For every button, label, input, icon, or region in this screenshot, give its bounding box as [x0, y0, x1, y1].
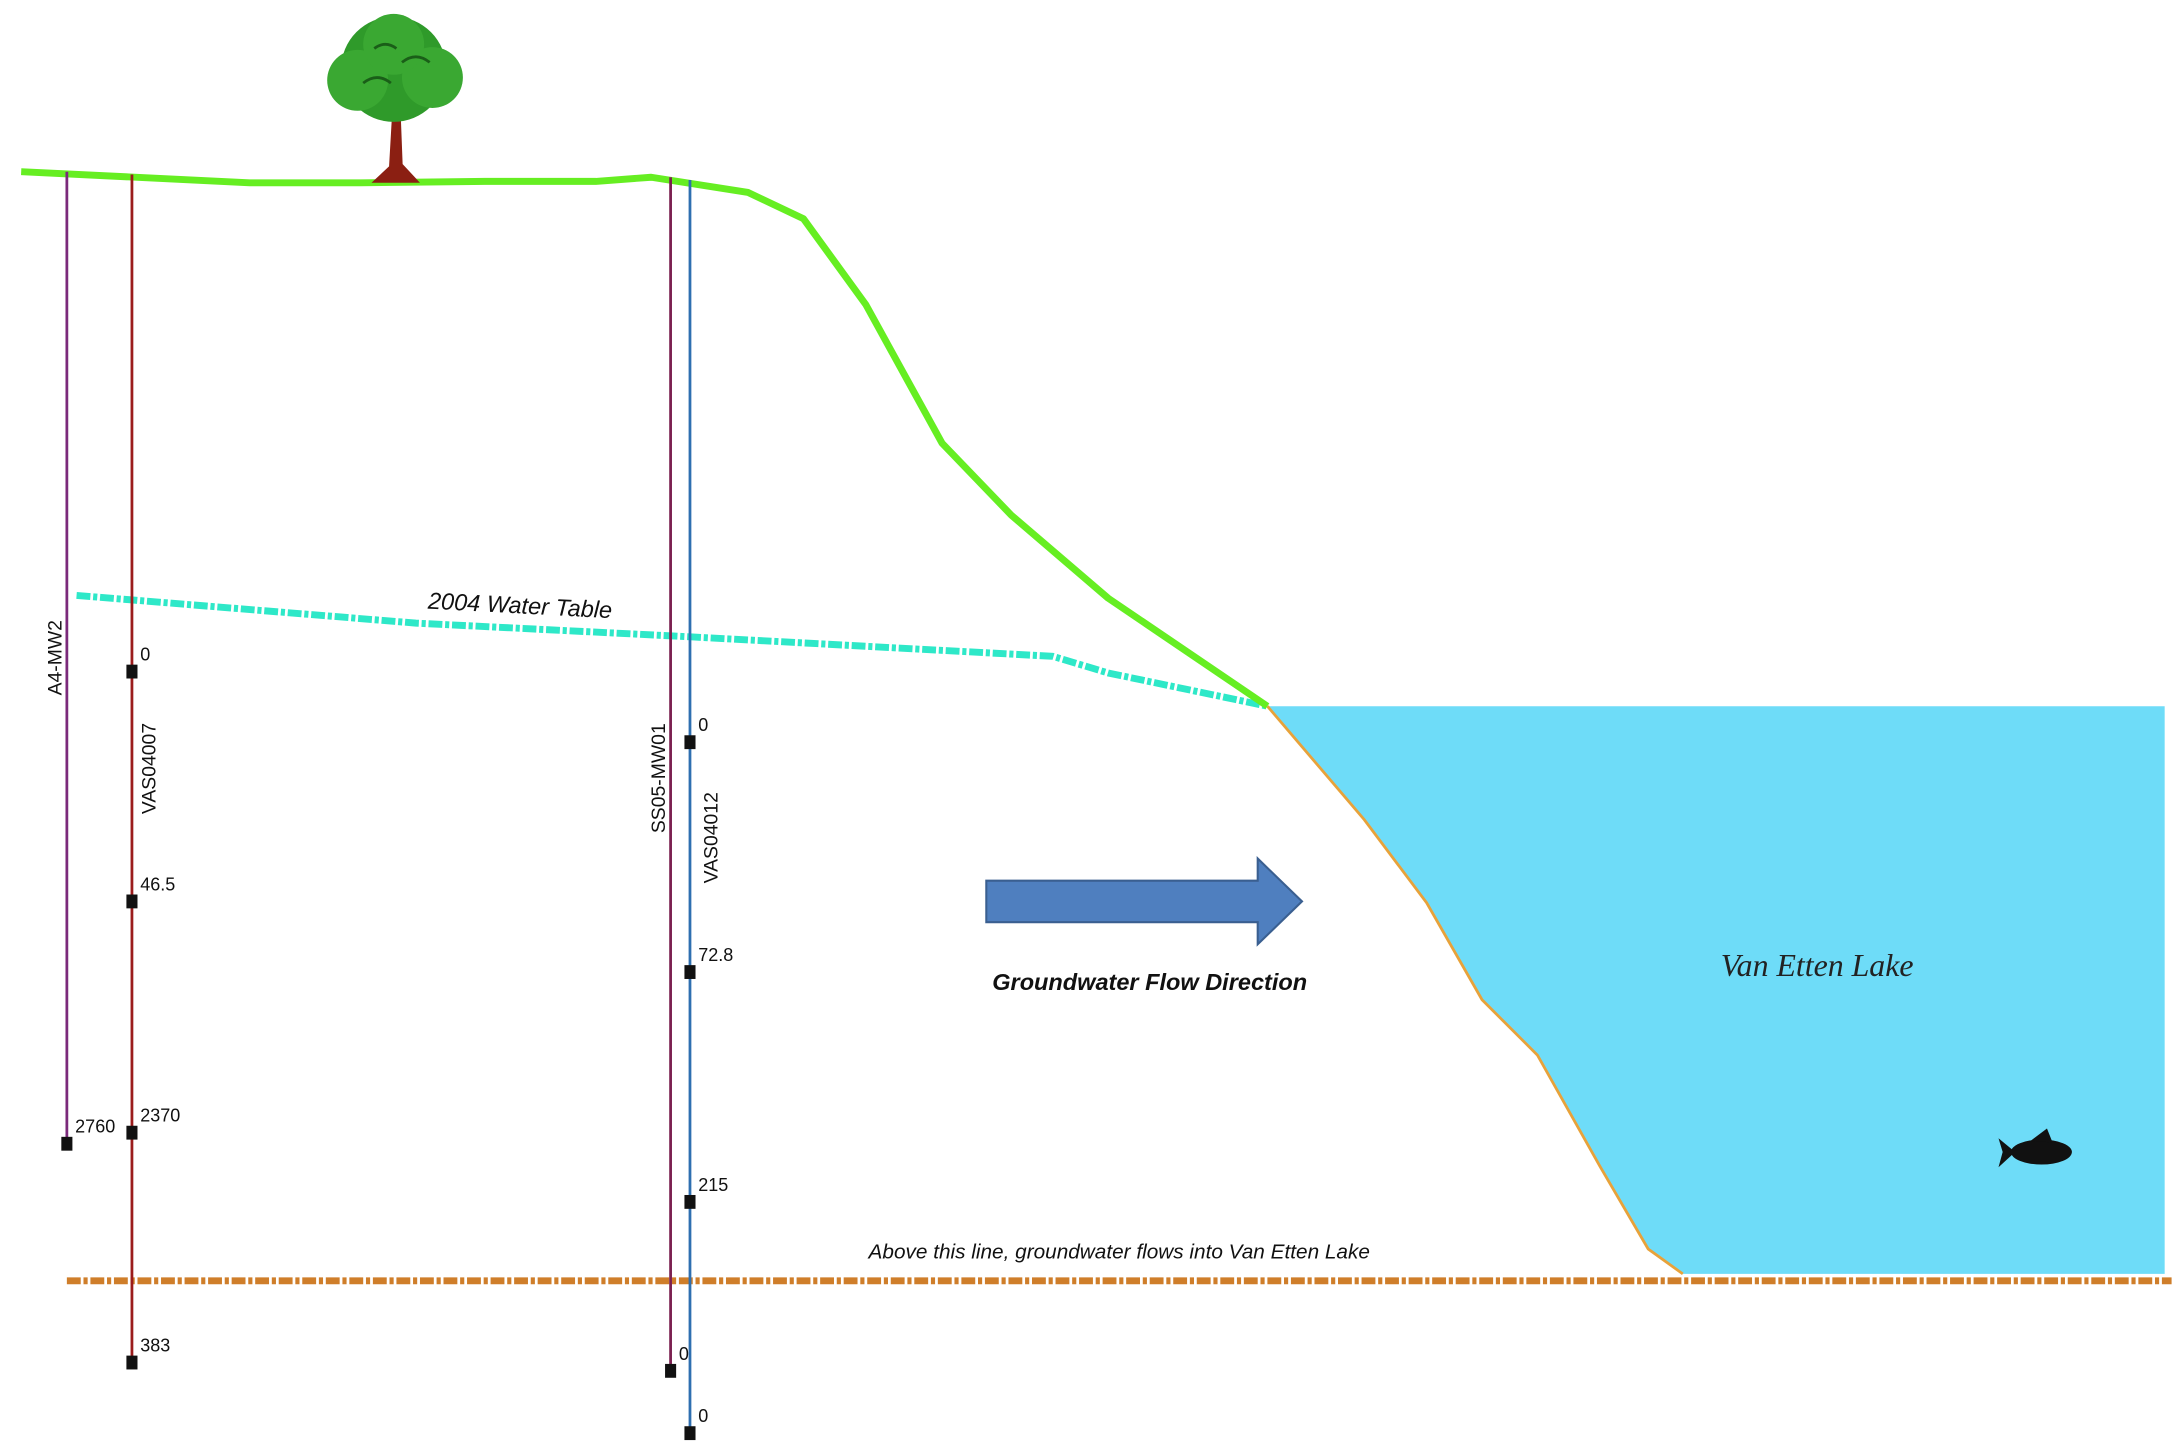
sample-value: 2760 — [75, 1117, 115, 1137]
well-name: A4-MW2 — [44, 620, 66, 695]
lake-shore — [1266, 705, 1684, 1276]
flow-arrow — [985, 856, 1304, 947]
sample-point — [665, 1363, 677, 1378]
well-name: SS05-MW01 — [648, 723, 670, 833]
sample-point — [684, 1426, 696, 1441]
sample-value: 0 — [698, 1406, 708, 1426]
flow-label: Groundwater Flow Direction — [992, 969, 1307, 995]
sample-value: 72.8 — [698, 945, 733, 965]
sample-point — [61, 1136, 73, 1151]
sample-value: 0 — [140, 644, 150, 664]
lake-label: Van Etten Lake — [1721, 948, 1914, 983]
ground-surface — [21, 168, 1270, 710]
well-name: VAS04012 — [701, 792, 723, 883]
sample-value: 383 — [140, 1335, 170, 1355]
fish — [1998, 1128, 2072, 1168]
sample-point — [126, 1355, 138, 1370]
sample-point — [684, 1194, 696, 1209]
sample-value: 0 — [698, 715, 708, 735]
sample-point — [684, 965, 696, 979]
sample-value: 215 — [698, 1175, 728, 1195]
lake — [1267, 706, 2165, 1274]
sample-point — [126, 894, 138, 909]
sample-point — [126, 1125, 138, 1140]
well-name: VAS04007 — [138, 723, 160, 814]
wells: A4-MW2 2760 VAS04007 0 46.5 2370 383 SS05-MW01 0… — [44, 171, 733, 1441]
water-table — [76, 591, 1269, 710]
tree — [327, 13, 463, 183]
sample-value: 0 — [679, 1344, 689, 1364]
sample-point — [126, 664, 138, 679]
sample-point — [684, 735, 696, 750]
boundary-label: Above this line, groundwater flows into … — [867, 1241, 1370, 1264]
sample-value: 2370 — [140, 1106, 180, 1126]
sample-value: 46.5 — [140, 874, 175, 894]
